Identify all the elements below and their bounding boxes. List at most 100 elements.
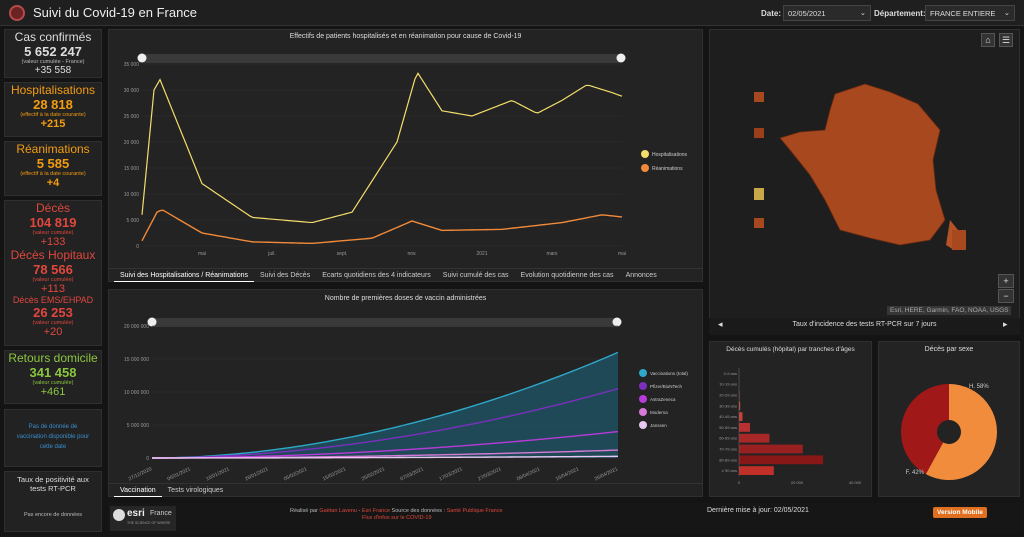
sex-label-female: F. 42% xyxy=(906,470,925,476)
france-map[interactable] xyxy=(740,80,980,280)
y-tick-label: 20 000 xyxy=(124,140,140,146)
sex-label-male: H. 58% xyxy=(969,384,989,390)
vacc-chart-yaxis: 20 000 000 15 000 000 10 000 000 5 000 000 0 xyxy=(124,324,149,462)
deaths-card: Décès 104 819 (valeur cumulée) +133 Décè… xyxy=(4,200,102,346)
x-tick-label: 07/03/2021 xyxy=(399,466,424,482)
vacc-chart: 20 000 000 15 000 000 10 000 000 5 000 000 0… xyxy=(124,317,688,482)
hospitalisations-line xyxy=(141,72,623,224)
metropolitan-france[interactable] xyxy=(779,83,946,246)
vacc-chart-series xyxy=(151,351,619,459)
sex-chart: H. 58% F. 42% xyxy=(901,384,997,480)
hosp-chart-legend: Hospitalisations Réanimations xyxy=(641,150,688,172)
tab-5[interactable]: Annonces xyxy=(625,272,657,279)
x-tick-label: mai xyxy=(618,251,626,257)
zoom-in-button[interactable]: + xyxy=(998,274,1014,288)
x-tick-label: sept. xyxy=(337,251,348,257)
slider-handle-left[interactable] xyxy=(137,53,147,63)
age-chart-panel xyxy=(709,341,872,497)
deaths-hosp-title: Décès Hopitaux xyxy=(10,248,96,262)
list-icon[interactable]: ☰ xyxy=(999,33,1013,47)
legend-label: Moderna xyxy=(650,410,668,415)
cases-card: Cas confirmés 5 652 247 (valeur cumulée … xyxy=(4,29,102,78)
overseas-martinique[interactable] xyxy=(754,128,764,138)
x-tick-label: 16/04/2021 xyxy=(555,466,580,482)
vacc-note-card: Pas de donnée de vaccination disponible … xyxy=(4,409,102,467)
tab-0[interactable]: Vaccination xyxy=(114,484,162,497)
age-label: 10-19 ans xyxy=(719,382,737,387)
age-label: 20-29 ans xyxy=(719,393,737,398)
chevron-right-icon[interactable]: ▸ xyxy=(1003,319,1008,329)
flux-link[interactable]: Flux d'infos sur le COVID-19 xyxy=(362,515,432,521)
covid-logo-icon xyxy=(9,5,25,21)
cases-delta: +35 558 xyxy=(34,65,72,76)
legend-swatch xyxy=(641,150,649,158)
cases-note: (valeur cumulée - France) xyxy=(21,59,85,65)
home-card: Retours domicile 341 458 (valeur cumulée… xyxy=(4,350,102,404)
deaths-delta: +133 xyxy=(40,236,66,248)
sex-slice-female xyxy=(901,384,949,475)
overseas-guyane[interactable] xyxy=(754,188,764,200)
x-tick-label: 25/02/2021 xyxy=(361,466,386,482)
x-tick-label: 27/12/2020 xyxy=(128,466,153,482)
overseas-reunion[interactable] xyxy=(754,218,764,228)
legend-label: Hospitalisations xyxy=(652,152,688,158)
sex-slice-male xyxy=(925,384,997,480)
x-tick-label: 26/01/2021 xyxy=(244,466,269,482)
dept-select[interactable]: FRANCE ENTIERE ⌄ xyxy=(925,5,1015,21)
tab-1[interactable]: Tests virologiques xyxy=(167,487,224,494)
legend-label: AstraZeneca xyxy=(650,397,676,402)
tab-0[interactable]: Suivi des Hospitalisations / Réanimation… xyxy=(114,269,255,282)
hosp-title: Hospitalisations xyxy=(10,83,96,97)
legend-label: Réanimations xyxy=(652,166,683,172)
deaths-title: Décès xyxy=(35,201,70,215)
sex-chart-title: Décès par sexe xyxy=(924,346,974,353)
chevron-left-icon[interactable]: ◂ xyxy=(718,319,723,329)
hosp-card: Hospitalisations 28 818 (effectif à la d… xyxy=(4,82,102,137)
x-tick-label: 16/01/2021 xyxy=(205,466,230,482)
tab-3[interactable]: Suivi cumulé des cas xyxy=(442,272,509,279)
overseas-mayotte[interactable] xyxy=(952,230,966,250)
age-label: ≥ 90 ans xyxy=(722,468,737,473)
age-bar xyxy=(739,444,803,454)
vacc-chart-legend: Vaccinations (total) Pfizer/BioNTech Astra… xyxy=(639,369,688,429)
x-tick-label: 2021 xyxy=(476,251,487,257)
age-chart: 0-9 ans 10-19 ans 20-29 ans 30-39 ans 40-49 … xyxy=(719,368,862,485)
slider-handle-right[interactable] xyxy=(616,53,626,63)
date-label: Date: xyxy=(761,9,782,18)
chevron-down-icon: ⌄ xyxy=(859,8,866,17)
author-link[interactable]: Gaëtan Lavenu xyxy=(319,508,357,514)
x-tick-label: 26/04/2021 xyxy=(594,466,619,482)
reanimations-line xyxy=(141,209,623,245)
deaths-hosp-note: (valeur cumulée) xyxy=(32,277,74,283)
x-tick-label: 0 xyxy=(738,480,741,485)
slider-handle-left[interactable] xyxy=(147,317,157,327)
x-tick-label: nov. xyxy=(407,251,416,257)
x-tick-label: mars xyxy=(546,251,558,257)
home-icon[interactable]: ⌂ xyxy=(981,33,995,47)
y-tick-label: 0 xyxy=(136,244,139,250)
age-bar xyxy=(739,401,741,411)
source-link[interactable]: Santé Publique France xyxy=(446,508,503,514)
slider-handle-right[interactable] xyxy=(612,317,622,327)
tab-1[interactable]: Suivi des Décès xyxy=(260,272,311,279)
overseas-guadeloupe[interactable] xyxy=(754,92,764,102)
cases-title: Cas confirmés xyxy=(14,30,92,44)
hosp-chart-range-slider[interactable] xyxy=(142,54,622,63)
hosp-chart-panel xyxy=(108,29,703,282)
mobile-version-button[interactable]: Version Mobile xyxy=(933,507,987,518)
x-tick-label: mai xyxy=(198,251,206,257)
esri-logo: esri France THE SCIENCE OF WHERE xyxy=(110,506,176,531)
y-tick-label: 25 000 xyxy=(124,114,140,120)
tab-2[interactable]: Ecarts quotidiens des 4 indicateurs xyxy=(322,272,431,279)
legend-swatch xyxy=(641,164,649,172)
date-picker[interactable]: 02/05/2021 ⌄ xyxy=(783,5,871,21)
vacc-chart-range-slider[interactable] xyxy=(152,318,618,327)
y-tick-label: 15 000 000 xyxy=(124,357,149,363)
tab-4[interactable]: Evolution quotidienne des cas xyxy=(520,272,614,279)
y-tick-label: 10 000 000 xyxy=(124,390,149,396)
age-label: 80-89 ans xyxy=(719,457,737,462)
y-tick-label: 5 000 000 xyxy=(127,423,149,429)
esri-link[interactable]: Esri France xyxy=(361,508,391,514)
zoom-out-button[interactable]: − xyxy=(998,289,1014,303)
vaccinations-area xyxy=(152,352,618,458)
